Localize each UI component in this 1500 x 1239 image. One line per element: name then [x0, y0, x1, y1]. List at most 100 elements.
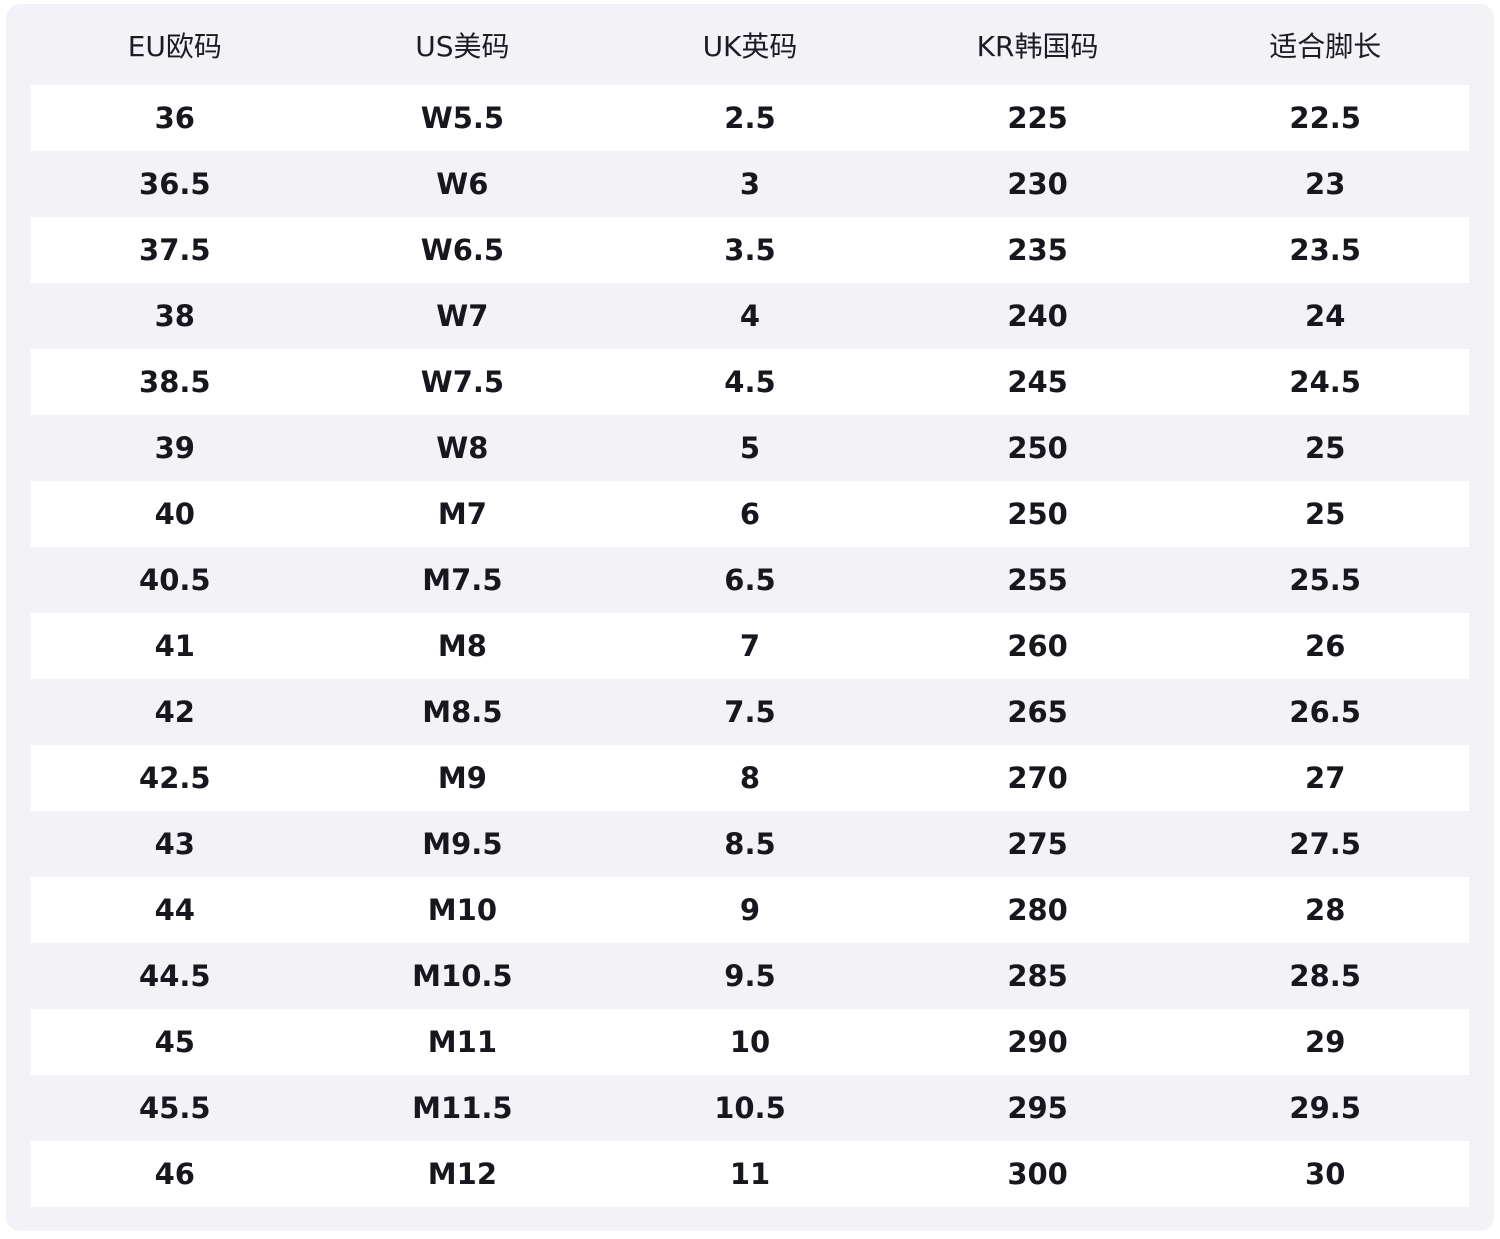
column-header-foot-length: 适合脚长: [1269, 29, 1382, 63]
table-cell-eu: 36: [154, 101, 195, 135]
table-row: 44 M10 9 280 28: [31, 877, 1469, 943]
table-cell-us: M10: [427, 893, 497, 927]
table-cell-us: M11: [427, 1025, 497, 1059]
table-cell-us: W5.5: [420, 101, 505, 135]
table-cell-foot-length: 25: [1305, 431, 1346, 465]
table-cell-kr: 270: [1007, 761, 1068, 795]
table-cell-eu: 38: [154, 299, 195, 333]
table-cell-foot-length: 26.5: [1289, 695, 1361, 729]
table-cell-foot-length: 22.5: [1289, 101, 1361, 135]
table-cell-us: W7.5: [420, 365, 505, 399]
table-cell-eu: 37.5: [139, 233, 211, 267]
table-row: 40.5 M7.5 6.5 255 25.5: [31, 547, 1469, 613]
table-cell-uk: 2.5: [724, 101, 776, 135]
table-cell-foot-length: 29.5: [1289, 1091, 1361, 1125]
table-cell-uk: 7.5: [724, 695, 776, 729]
table-row: 45.5 M11.5 10.5 295 29.5: [31, 1075, 1469, 1141]
table-row: 36.5 W6 3 230 23: [31, 151, 1469, 217]
table-cell-kr: 275: [1007, 827, 1068, 861]
table-cell-foot-length: 24: [1305, 299, 1346, 333]
column-header-us: US美码: [415, 29, 510, 63]
table-cell-uk: 6.5: [724, 563, 776, 597]
table-cell-kr: 260: [1007, 629, 1068, 663]
table-cell-eu: 46: [154, 1157, 195, 1191]
table-cell-eu: 40: [154, 497, 195, 531]
table-cell-us: W6.5: [420, 233, 505, 267]
table-header-row: EU欧码 US美码 UK英码 KR韩国码 适合脚长: [31, 4, 1469, 85]
table-cell-eu: 42.5: [139, 761, 211, 795]
table-cell-foot-length: 27.5: [1289, 827, 1361, 861]
table-cell-uk: 4.5: [724, 365, 776, 399]
table-cell-foot-length: 28.5: [1289, 959, 1361, 993]
table-cell-eu: 39: [154, 431, 195, 465]
table-cell-us: W7: [436, 299, 489, 333]
table-cell-foot-length: 23: [1305, 167, 1346, 201]
table-cell-foot-length: 30: [1305, 1157, 1346, 1191]
table-cell-kr: 285: [1007, 959, 1068, 993]
table-cell-kr: 280: [1007, 893, 1068, 927]
table-cell-kr: 235: [1007, 233, 1068, 267]
table-cell-us: M11.5: [412, 1091, 513, 1125]
table-cell-kr: 295: [1007, 1091, 1068, 1125]
table-cell-uk: 5: [739, 431, 761, 465]
table-cell-uk: 8.5: [724, 827, 776, 861]
table-row: 41 M8 7 260 26: [31, 613, 1469, 679]
column-header-uk: UK英码: [702, 29, 798, 63]
table-row: 42 M8.5 7.5 265 26.5: [31, 679, 1469, 745]
table-cell-foot-length: 29: [1305, 1025, 1346, 1059]
table-cell-uk: 9: [739, 893, 761, 927]
table-cell-eu: 36.5: [139, 167, 211, 201]
table-cell-us: M7.5: [422, 563, 503, 597]
table-cell-eu: 44: [154, 893, 195, 927]
table-cell-kr: 240: [1007, 299, 1068, 333]
table-cell-uk: 4: [739, 299, 761, 333]
table-cell-uk: 7: [739, 629, 761, 663]
column-header-kr: KR韩国码: [976, 29, 1099, 63]
table-row: 39 W8 5 250 25: [31, 415, 1469, 481]
table-cell-uk: 11: [729, 1157, 771, 1191]
table-cell-kr: 225: [1007, 101, 1068, 135]
table-body: 36 W5.5 2.5 225 22.5 36.5 W6 3 230 23 37…: [31, 85, 1469, 1207]
table-row: 36 W5.5 2.5 225 22.5: [31, 85, 1469, 151]
table-cell-us: M9.5: [422, 827, 503, 861]
table-cell-eu: 45.5: [139, 1091, 211, 1125]
table-cell-kr: 265: [1007, 695, 1068, 729]
table-cell-us: M8: [437, 629, 487, 663]
table-cell-uk: 10.5: [714, 1091, 786, 1125]
table-cell-eu: 41: [154, 629, 195, 663]
table-cell-us: W6: [436, 167, 489, 201]
table-row: 38.5 W7.5 4.5 245 24.5: [31, 349, 1469, 415]
table-cell-kr: 230: [1007, 167, 1068, 201]
column-header-eu: EU欧码: [127, 29, 222, 63]
table-cell-uk: 9.5: [724, 959, 776, 993]
size-chart-panel: EU欧码 US美码 UK英码 KR韩国码 适合脚长 36 W5.5 2.5 22…: [6, 4, 1494, 1231]
table-cell-foot-length: 28: [1305, 893, 1346, 927]
table-cell-kr: 300: [1007, 1157, 1068, 1191]
table-cell-us: M7: [437, 497, 487, 531]
table-cell-foot-length: 24.5: [1289, 365, 1361, 399]
table-row: 44.5 M10.5 9.5 285 28.5: [31, 943, 1469, 1009]
table-cell-uk: 3.5: [724, 233, 776, 267]
table-cell-eu: 44.5: [139, 959, 211, 993]
table-cell-kr: 250: [1007, 431, 1068, 465]
table-cell-kr: 250: [1007, 497, 1068, 531]
table-row: 38 W7 4 240 24: [31, 283, 1469, 349]
table-cell-eu: 38.5: [139, 365, 211, 399]
table-cell-uk: 8: [739, 761, 761, 795]
table-cell-foot-length: 26: [1305, 629, 1346, 663]
table-cell-us: M9: [437, 761, 487, 795]
table-cell-uk: 6: [739, 497, 761, 531]
table-cell-kr: 255: [1007, 563, 1068, 597]
table-cell-eu: 45: [154, 1025, 195, 1059]
table-cell-foot-length: 23.5: [1289, 233, 1361, 267]
table-cell-foot-length: 25: [1305, 497, 1346, 531]
table-row: 43 M9.5 8.5 275 27.5: [31, 811, 1469, 877]
table-row: 45 M11 10 290 29: [31, 1009, 1469, 1075]
table-cell-us: M8.5: [422, 695, 503, 729]
table-row: 42.5 M9 8 270 27: [31, 745, 1469, 811]
table-cell-eu: 42: [154, 695, 195, 729]
table-cell-uk: 10: [729, 1025, 771, 1059]
table-cell-us: M12: [427, 1157, 497, 1191]
table-cell-us: W8: [436, 431, 489, 465]
table-cell-uk: 3: [739, 167, 761, 201]
